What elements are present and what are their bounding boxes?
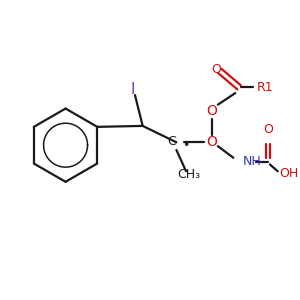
Text: R1: R1 — [256, 81, 273, 94]
Text: CH₃: CH₃ — [177, 168, 200, 181]
Text: OH: OH — [280, 167, 299, 180]
Text: O: O — [263, 122, 273, 136]
Text: NH: NH — [243, 155, 262, 168]
Text: I: I — [131, 82, 135, 97]
Text: O: O — [211, 63, 221, 76]
Text: •: • — [182, 139, 190, 152]
Text: O: O — [207, 135, 218, 149]
Text: O: O — [207, 104, 218, 118]
Text: C: C — [168, 135, 176, 148]
